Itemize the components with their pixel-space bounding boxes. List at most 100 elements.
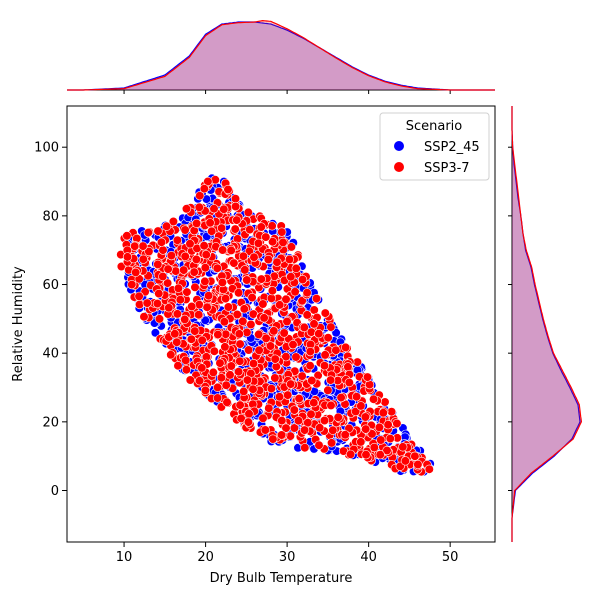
scatter-point	[172, 337, 182, 347]
scatter-point	[398, 442, 408, 452]
scatter-point	[190, 326, 200, 336]
scatter-point	[281, 294, 291, 304]
scatter-point	[138, 241, 148, 251]
scatter-point	[272, 257, 282, 267]
scatter-point	[286, 379, 296, 389]
scatter-point	[199, 184, 209, 194]
y-tick-label: 80	[42, 209, 59, 224]
scatter-point	[194, 300, 204, 310]
scatter-point	[143, 228, 153, 238]
scatter-point	[162, 221, 172, 231]
scatter-point	[302, 310, 312, 320]
scatter-point	[297, 371, 307, 381]
scatter-plot-area: 10 20 30 40 50 0 20 40 60 80 100 Dry Bulb Tempera…	[11, 105, 496, 586]
scatter-point	[186, 334, 196, 344]
scatter-point	[243, 207, 253, 217]
scatter-point	[221, 380, 231, 390]
scatter-point	[208, 367, 218, 378]
scatter-point	[144, 246, 154, 257]
scatter-point	[300, 443, 310, 453]
scatter-point	[282, 316, 292, 327]
scatter-point	[300, 425, 310, 435]
scatter-point	[240, 265, 250, 275]
scatter-point	[244, 409, 254, 419]
scatter-point	[267, 286, 278, 296]
scatter-point	[156, 237, 167, 247]
scatter-point	[375, 450, 385, 460]
scatter-point	[311, 294, 322, 304]
scatter-point	[192, 218, 202, 228]
scatter-point	[367, 429, 377, 439]
scatter-point	[356, 401, 366, 411]
scatter-point	[235, 400, 245, 410]
x-tick-label: 40	[360, 550, 377, 565]
scatter-point	[265, 341, 276, 351]
scatter-point	[314, 329, 324, 339]
scatter-point	[293, 416, 304, 426]
scatter-point	[185, 375, 195, 385]
y-axis-label: Relative Humidity	[11, 266, 26, 382]
scatter-point	[331, 328, 341, 338]
scatter-point	[152, 299, 162, 309]
scatter-point	[291, 263, 301, 274]
scatter-point	[307, 375, 317, 386]
scatter-point	[243, 417, 253, 427]
scatter-point	[139, 312, 149, 322]
scatter-point	[182, 287, 192, 297]
scatter-point	[150, 328, 160, 338]
legend-marker-ssp3-7	[394, 162, 404, 172]
scatter-point	[225, 370, 235, 380]
scatter-point	[213, 382, 223, 393]
scatter-point	[260, 425, 270, 435]
scatter-point	[281, 423, 291, 433]
scatter-point	[248, 384, 258, 394]
scatter-point	[153, 226, 163, 236]
y-kde-line-0	[511, 106, 581, 542]
scatter-point	[191, 254, 201, 264]
y-tick-label: 40	[42, 347, 59, 362]
scatter-point	[171, 266, 181, 276]
legend-title: Scenario	[406, 119, 463, 134]
scatter-point	[195, 191, 205, 201]
legend: Scenario SSP2_45 SSP3-7	[379, 112, 490, 181]
scatter-point	[327, 438, 337, 448]
scatter-point	[248, 359, 259, 369]
legend-label-ssp2-45: SSP2_45	[424, 140, 480, 155]
scatter-point	[283, 390, 293, 400]
scatter-point	[259, 313, 269, 323]
scatter-point	[217, 223, 227, 233]
scatter-point	[298, 275, 308, 285]
scatter-point	[360, 412, 371, 422]
scatter-point	[380, 397, 390, 407]
scatter-point	[254, 345, 264, 355]
scatter-point	[217, 277, 227, 288]
scatter-point	[226, 361, 236, 371]
y-tick-label: 60	[42, 278, 59, 293]
scatter-point	[268, 237, 278, 247]
scatter-point	[173, 361, 183, 371]
scatter-point	[180, 314, 190, 325]
scatter-point	[131, 267, 141, 278]
scatter-point	[221, 294, 231, 304]
scatter-point	[238, 316, 248, 326]
scatter-point	[299, 322, 309, 333]
scatter-point	[170, 329, 180, 339]
scatter-point	[278, 237, 288, 247]
scatter-point	[320, 350, 330, 360]
scatter-point	[180, 251, 190, 261]
scatter-point	[223, 302, 233, 312]
scatter-point	[158, 271, 168, 282]
scatter-point	[284, 254, 295, 264]
scatter-point	[230, 224, 240, 234]
scatter-point	[270, 354, 280, 364]
scatter-point	[383, 420, 393, 430]
scatter-point	[285, 431, 296, 441]
scatter-point	[306, 409, 316, 419]
x-kde-fill-1	[67, 20, 495, 91]
scatter-point	[274, 392, 285, 402]
scatter-point	[235, 339, 245, 349]
scatter-point	[320, 308, 330, 318]
scatter-point	[158, 245, 168, 255]
scatter-point	[199, 241, 209, 251]
scatter-point	[346, 449, 356, 459]
